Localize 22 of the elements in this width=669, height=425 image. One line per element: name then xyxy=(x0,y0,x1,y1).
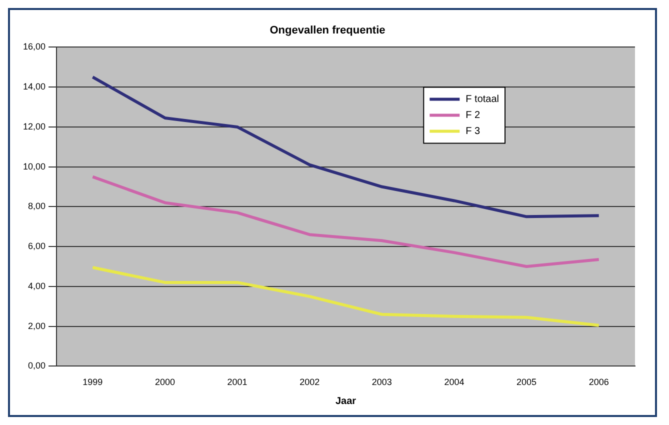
chart-title: Ongevallen frequentie xyxy=(270,24,386,37)
x-tick-label: 2005 xyxy=(516,377,537,388)
x-tick-label: 2006 xyxy=(588,377,609,388)
y-tick-label: 10,00 xyxy=(22,161,46,172)
x-tick-label: 2000 xyxy=(154,377,175,388)
y-tick-label: 14,00 xyxy=(22,82,46,92)
x-tick-label: 2003 xyxy=(372,377,392,388)
y-tick-label: 12,00 xyxy=(22,121,46,132)
y-tick-label: 0,00 xyxy=(28,360,46,371)
x-tick-label: 1999 xyxy=(82,377,103,388)
y-tick-label: 8,00 xyxy=(28,201,46,212)
y-tick-label: 16,00 xyxy=(22,42,46,52)
x-axis-title: Jaar xyxy=(335,396,356,407)
y-tick-label: 2,00 xyxy=(28,320,46,331)
y-tick-label: 4,00 xyxy=(28,280,46,291)
x-tick-label: 2004 xyxy=(444,377,464,388)
x-tick-label: 2002 xyxy=(300,377,320,388)
legend-label: F 3 xyxy=(466,126,481,137)
legend-label: F 2 xyxy=(466,110,481,121)
legend-label: F totaal xyxy=(466,94,500,105)
x-tick-label: 2001 xyxy=(227,377,248,388)
y-tick-label: 6,00 xyxy=(28,241,46,252)
